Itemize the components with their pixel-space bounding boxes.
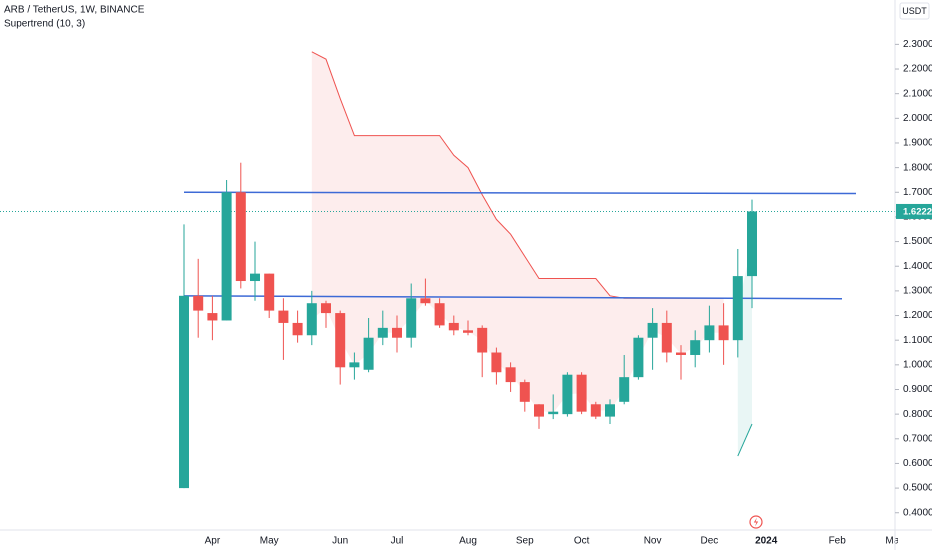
x-tick-label: May [260,536,279,547]
candle-body [406,298,417,338]
candle-body [690,340,701,355]
candle-body [477,327,488,353]
y-tick-label: 2.3000 [903,39,932,50]
y-tick-label: 0.7000 [903,433,932,444]
last-price-label: 1.6222 [903,206,932,217]
x-tick-label: Jun [332,536,348,547]
y-tick-label: 1.0000 [903,359,932,370]
indicator-label: Supertrend (10, 3) [4,19,85,30]
candle-body [647,322,658,338]
candle-body [718,325,729,341]
candle-body [534,404,544,417]
candle-body [363,337,374,370]
x-tick-label: Mar [885,536,903,547]
candle-body [306,303,317,336]
candle-body [448,322,459,331]
event-bolt [753,517,759,527]
x-tick-label: Dec [701,536,719,547]
candle-body [193,295,204,311]
y-tick-label: 1.2000 [903,310,932,321]
last-price-box [896,203,932,219]
y-tick-label: 0.9000 [903,384,932,395]
x-tick-label: Oct [574,536,590,547]
x-tick-label: Aug [459,536,477,547]
y-tick-label: 1.7000 [903,187,932,198]
x-tick-label: Jul [391,536,404,547]
candle-body [590,404,601,417]
trendline [183,295,843,300]
y-tick-label: 0.8000 [903,409,932,420]
y-tick-label: 1.3000 [903,286,932,297]
plot-area [0,51,895,489]
candle-body [704,325,715,341]
supertrend-fill [311,51,724,413]
candle-body [434,303,445,326]
x-axis: Apr May Jun Jul Aug Sep Oct Nov Dec 2024 Feb Mar [205,536,903,547]
x-tick-label: Sep [516,536,534,547]
candle-body [221,192,232,321]
x-tick-label: Feb [829,536,847,547]
candle-body [562,374,573,415]
y-tick-label: 1.4000 [903,261,932,272]
candle-body [207,313,218,321]
y-tick-label: 1.1000 [903,335,932,346]
currency: USDT [902,6,927,16]
candle-body [335,313,346,368]
candle-body [420,298,431,304]
candle-body [548,411,559,415]
candle-body [491,352,502,373]
candle-body [235,192,246,282]
candle-body [179,295,189,489]
x-tick-label: Nov [644,536,662,547]
candle-body [605,404,615,417]
candle-body [377,327,388,338]
candle-body [676,352,686,355]
supertrend-line [737,423,753,457]
x-tick-label: Apr [205,536,221,547]
candle-body [747,211,757,277]
candle-body [519,382,530,402]
y-tick-label: 0.4000 [903,507,932,518]
y-tick-label: 2.2000 [903,64,932,75]
event-icon[interactable] [749,515,763,529]
currency-box[interactable] [899,2,930,20]
candle-body [619,377,630,402]
chart-title: ARB / TetherUS, 1W, BINANCE [4,5,145,16]
candle-body [278,310,289,323]
candle-body [292,322,303,336]
y-tick-label: 2.1000 [903,88,932,99]
candle-body [321,303,331,314]
y-axis: 0.4000 0.5000 0.6000 0.7000 0.8000 0.9000 1.00… [895,39,932,518]
y-tick-label: 0.6000 [903,458,932,469]
y-tick-label: 1.9000 [903,138,932,149]
candle-body [505,367,516,383]
candle-body [732,276,743,341]
candle-body [264,273,275,311]
y-tick-label: 1.5000 [903,236,932,247]
y-tick-label: 2.0000 [903,113,932,124]
y-tick-label: 1.8000 [903,162,932,173]
candle-body [661,322,672,353]
candle-body [576,374,587,412]
candle-body [463,330,473,333]
candle-body [633,337,644,378]
x-tick-label: 2024 [755,536,778,547]
candle-body [250,273,260,282]
candle-body [349,362,360,368]
candle-body [392,327,402,338]
y-tick-label: 0.5000 [903,483,932,494]
trendline [183,191,857,195]
